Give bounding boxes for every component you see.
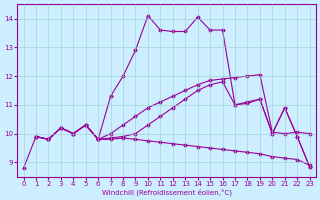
- X-axis label: Windchill (Refroidissement éolien,°C): Windchill (Refroidissement éolien,°C): [101, 188, 232, 196]
